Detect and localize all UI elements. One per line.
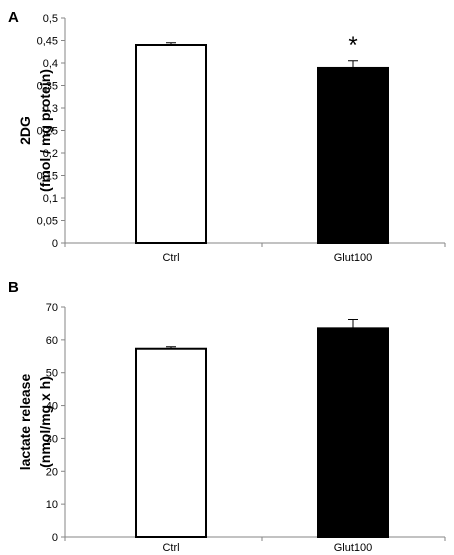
panel-a: A 0 0,05 0,1 0,15 0,2 0,25 0,3 0,35 0,4 0,45 0,5 2DG…: [8, 9, 446, 264]
y-tick-label: 0,05: [37, 216, 58, 228]
y-tick-label: 50: [46, 368, 58, 380]
bar: [317, 327, 389, 538]
y-tick-label: 60: [46, 335, 58, 347]
y-tick-label: 0,5: [43, 13, 58, 25]
panel-letter: A: [8, 9, 19, 26]
y-axis-label: (nmol/mg x h): [37, 376, 53, 468]
y-tick-label: 0,25: [37, 126, 58, 138]
y-tick-label: 0: [52, 238, 58, 250]
y-tick-label: 30: [46, 433, 58, 445]
y-tick-label: 0,4: [43, 58, 58, 70]
y-tick-label: 20: [46, 466, 58, 478]
y-tick-label: 10: [46, 499, 58, 511]
significance-marker: *: [348, 32, 357, 59]
y-tick-label: 0: [52, 532, 58, 544]
y-axis-label: (fmol / mg protein): [37, 69, 53, 192]
bar: [317, 66, 389, 244]
category-label: Ctrl: [162, 252, 179, 264]
y-axis-label: lactate release: [17, 374, 33, 471]
category-label: Glut100: [334, 252, 373, 264]
y-tick-label: 40: [46, 401, 58, 413]
bar: [135, 44, 207, 244]
y-tick-label: 0,45: [37, 36, 58, 48]
bar: [135, 347, 207, 538]
panel-b: B 0 10 20 30 40 50 60 70 lactate release (nmol/mg …: [8, 279, 446, 554]
y-tick-label: 0,35: [37, 81, 58, 93]
y-tick-label: 0,3: [43, 103, 58, 115]
category-label: Ctrl: [162, 542, 179, 554]
y-axis-label: 2DG: [17, 116, 33, 145]
y-tick-label: 70: [46, 302, 58, 314]
y-tick-label: 0,1: [43, 193, 58, 205]
y-tick-label: 0,15: [37, 171, 58, 183]
y-tick-label: 0,2: [43, 148, 58, 160]
category-label: Glut100: [334, 542, 373, 554]
panel-letter: B: [8, 279, 19, 296]
